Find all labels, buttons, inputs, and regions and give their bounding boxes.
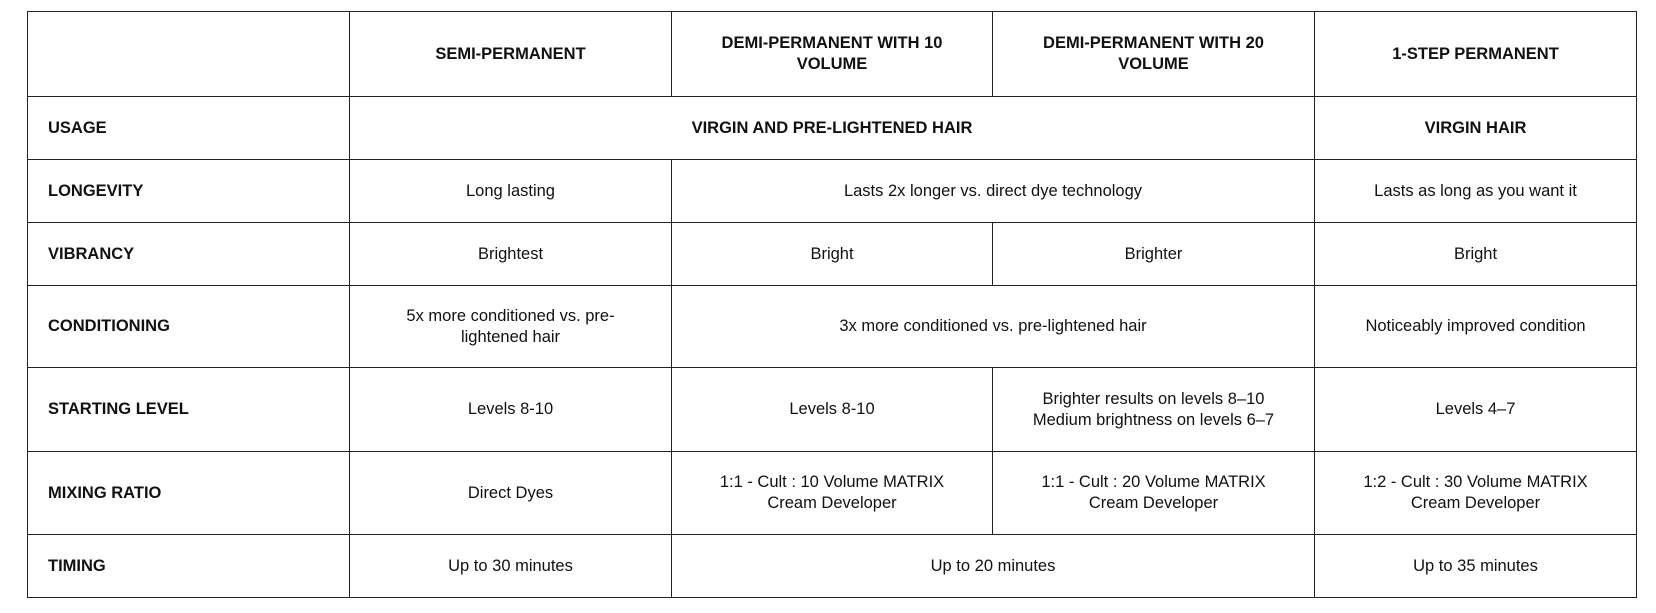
row-label: MIXING RATIO	[27, 451, 350, 535]
header-empty	[27, 11, 350, 97]
cell: Lasts 2x longer vs. direct dye technolog…	[671, 159, 1315, 223]
cell: VIRGIN HAIR	[1314, 96, 1637, 160]
table-row-conditioning: CONDITIONING 5x more conditioned vs. pre…	[27, 285, 1637, 368]
comparison-table: SEMI-PERMANENT DEMI-PERMANENT WITH 10 VO…	[27, 11, 1637, 598]
cell-line: Brighter results on levels 8–10	[1042, 389, 1265, 408]
table-row-usage: USAGE VIRGIN AND PRE-LIGHTENED HAIR VIRG…	[27, 96, 1637, 160]
header-demi-20: DEMI-PERMANENT WITH 20 VOLUME	[992, 11, 1315, 97]
row-label: VIBRANCY	[27, 222, 350, 286]
cell: 1:1 - Cult : 20 Volume MATRIX Cream Deve…	[992, 451, 1315, 535]
cell: Brighter	[992, 222, 1315, 286]
table-row-starting-level: STARTING LEVEL Levels 8-10 Levels 8-10 B…	[27, 367, 1637, 452]
cell: Bright	[671, 222, 993, 286]
cell: Up to 30 minutes	[349, 534, 672, 598]
cell: 5x more conditioned vs. pre-lightened ha…	[349, 285, 672, 368]
cell: Up to 35 minutes	[1314, 534, 1637, 598]
row-label: USAGE	[27, 96, 350, 160]
header-row: SEMI-PERMANENT DEMI-PERMANENT WITH 10 VO…	[27, 11, 1637, 97]
cell: Long lasting	[349, 159, 672, 223]
row-label: LONGEVITY	[27, 159, 350, 223]
cell: Up to 20 minutes	[671, 534, 1315, 598]
table-row-mixing-ratio: MIXING RATIO Direct Dyes 1:1 - Cult : 10…	[27, 451, 1637, 535]
cell: Brighter results on levels 8–10 Medium b…	[992, 367, 1315, 452]
header-demi-10: DEMI-PERMANENT WITH 10 VOLUME	[671, 11, 993, 97]
row-label: STARTING LEVEL	[27, 367, 350, 452]
row-label: TIMING	[27, 534, 350, 598]
cell: Levels 8-10	[671, 367, 993, 452]
cell: 1:2 - Cult : 30 Volume MATRIX Cream Deve…	[1314, 451, 1637, 535]
cell: 1:1 - Cult : 10 Volume MATRIX Cream Deve…	[671, 451, 993, 535]
header-semi-permanent: SEMI-PERMANENT	[349, 11, 672, 97]
table-row-vibrancy: VIBRANCY Brightest Bright Brighter Brigh…	[27, 222, 1637, 286]
header-permanent: 1-STEP PERMANENT	[1314, 11, 1637, 97]
cell: VIRGIN AND PRE-LIGHTENED HAIR	[349, 96, 1315, 160]
cell: Bright	[1314, 222, 1637, 286]
table-row-timing: TIMING Up to 30 minutes Up to 20 minutes…	[27, 534, 1637, 598]
cell: 3x more conditioned vs. pre-lightened ha…	[671, 285, 1315, 368]
cell: Levels 4–7	[1314, 367, 1637, 452]
table-row-longevity: LONGEVITY Long lasting Lasts 2x longer v…	[27, 159, 1637, 223]
cell: Levels 8-10	[349, 367, 672, 452]
cell: Noticeably improved condition	[1314, 285, 1637, 368]
cell: Brightest	[349, 222, 672, 286]
cell: Lasts as long as you want it	[1314, 159, 1637, 223]
cell: Direct Dyes	[349, 451, 672, 535]
row-label: CONDITIONING	[27, 285, 350, 368]
cell-line: Medium brightness on levels 6–7	[1032, 410, 1275, 429]
